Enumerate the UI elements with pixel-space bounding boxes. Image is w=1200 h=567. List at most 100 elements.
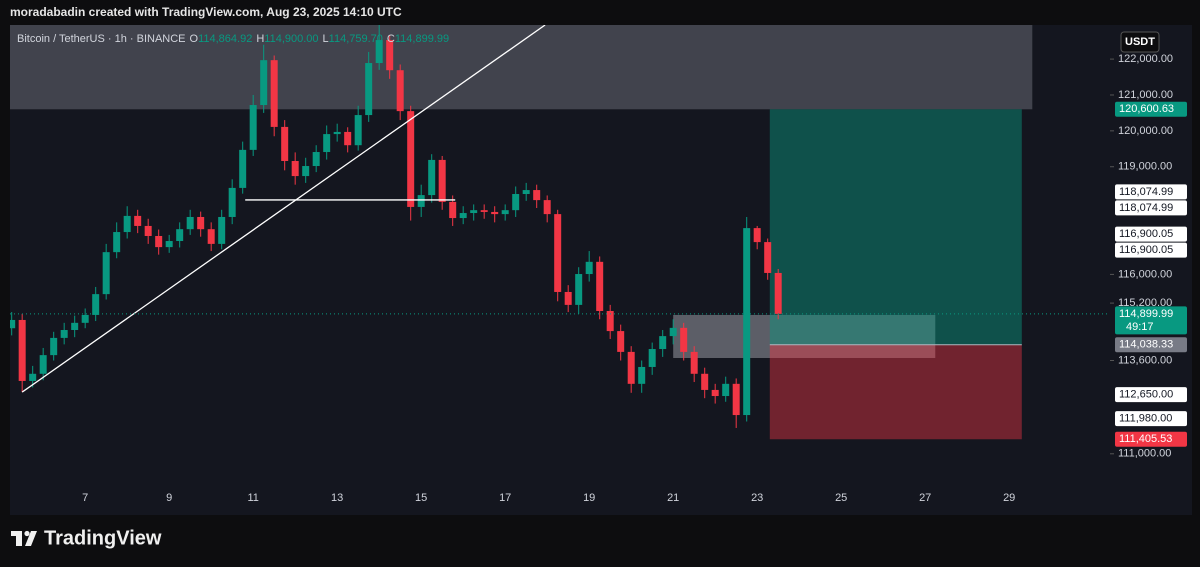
x-tick-label: 11	[247, 492, 258, 504]
candle-body	[701, 373, 709, 390]
brand-logo	[11, 530, 37, 546]
price-label: 112,650.00	[1119, 389, 1173, 401]
candle-body	[386, 40, 394, 71]
legend-key: O	[190, 33, 199, 45]
candle-body	[396, 70, 404, 112]
x-tick-label: 15	[415, 492, 427, 504]
candle-body	[764, 242, 772, 273]
x-tick-label: 21	[667, 492, 679, 504]
candle-body	[291, 160, 299, 177]
y-tick-label: 116,000.00	[1118, 268, 1172, 280]
price-label-box	[1115, 306, 1187, 335]
x-tick-label: 9	[166, 492, 172, 504]
x-tick-label: 27	[919, 492, 931, 504]
candle-body	[690, 351, 698, 374]
candle-body	[512, 194, 520, 211]
price-label-box	[1115, 411, 1187, 427]
candle-body	[470, 210, 478, 214]
candle-body	[407, 111, 415, 207]
price-label: 120,600.63	[1119, 103, 1174, 115]
y-tick-label: 115,200.00	[1118, 297, 1172, 309]
candle-body	[81, 314, 89, 323]
candle-body	[375, 40, 383, 64]
profit-zone	[769, 109, 1022, 345]
candle-body	[144, 225, 152, 236]
currency-label: USDT	[1125, 36, 1155, 48]
candle-body	[617, 331, 625, 352]
price-label-box	[1115, 387, 1187, 403]
candle-body	[732, 383, 740, 416]
candle-body	[134, 215, 142, 226]
price-label: 116,900.05	[1119, 244, 1173, 256]
price-label: 118,074.99	[1119, 202, 1173, 214]
price-label-box	[1115, 200, 1187, 216]
legend-key: C	[387, 33, 395, 45]
price-label: 114,899.99	[1119, 308, 1173, 320]
candle-body	[585, 261, 593, 275]
candle-body	[501, 210, 509, 215]
y-tick-label: 111,000.00	[1118, 448, 1171, 460]
price-label: 111,980.00	[1119, 413, 1172, 425]
legend-value: 114,864.92	[198, 33, 252, 45]
candle-body	[260, 60, 268, 106]
candle-body	[60, 330, 68, 338]
legend-key: L	[323, 33, 329, 45]
legend-value: 114,899.99	[395, 33, 449, 45]
plot: Bitcoin / TetherUS · 1h · BINANCE O114,86…	[10, 25, 1110, 440]
candle-body	[648, 349, 656, 367]
candle-body	[449, 201, 457, 219]
candle-body	[659, 336, 667, 350]
candle-body	[113, 232, 121, 253]
brand-name: TradingView	[44, 527, 162, 549]
candle-body	[186, 216, 194, 230]
price-countdown: 49:17	[1126, 321, 1154, 333]
loss-zone	[769, 344, 1022, 440]
candle-body	[428, 159, 436, 196]
candle-body	[155, 235, 163, 248]
price-axis: 122,000.00 121,000.00 120,000.00 119,000.00…	[1110, 53, 1187, 460]
candle-body	[165, 241, 173, 248]
candle-body	[10, 319, 16, 329]
candle-body	[323, 134, 331, 153]
y-tick-label: 119,000.00	[1118, 161, 1172, 173]
candle-body	[102, 252, 110, 295]
candle-body	[564, 291, 572, 305]
candle-body	[302, 166, 310, 177]
price-label: 118,074.99	[1119, 186, 1173, 198]
candle-body	[50, 337, 58, 356]
legend-value: 114,759.70	[329, 33, 383, 45]
x-tick-label: 25	[835, 492, 847, 504]
candle-body	[669, 327, 677, 337]
candle-body	[228, 187, 236, 217]
candle-body	[774, 272, 782, 314]
candle-body	[18, 319, 26, 381]
zone	[673, 314, 936, 358]
candle-body	[123, 215, 131, 233]
candle-body	[354, 115, 362, 146]
candle-body	[680, 327, 688, 352]
candle-body	[638, 366, 646, 384]
candle-body	[417, 195, 425, 207]
candle-body	[627, 351, 635, 384]
price-label-box	[1115, 337, 1187, 353]
x-tick-label: 7	[82, 492, 88, 504]
candle-body	[459, 213, 467, 219]
candle-body	[533, 190, 541, 201]
candle-body	[249, 105, 257, 150]
header: moradabadin created with TradingView.com…	[10, 5, 402, 19]
x-tick-label: 19	[583, 492, 595, 504]
currency-button[interactable]	[1120, 31, 1160, 53]
x-tick-label: 13	[331, 492, 343, 504]
y-tick-label: 121,000.00	[1118, 89, 1173, 101]
candle-body	[344, 131, 352, 146]
price-label-box	[1115, 226, 1187, 242]
candle-body	[753, 228, 761, 243]
x-tick-label: 17	[499, 492, 511, 504]
candle-body	[596, 261, 604, 311]
x-tick-label: 29	[1003, 492, 1015, 504]
candle-body	[365, 63, 373, 116]
price-label-box	[1115, 431, 1187, 447]
candle-body	[176, 229, 184, 242]
candle-body	[480, 210, 488, 212]
